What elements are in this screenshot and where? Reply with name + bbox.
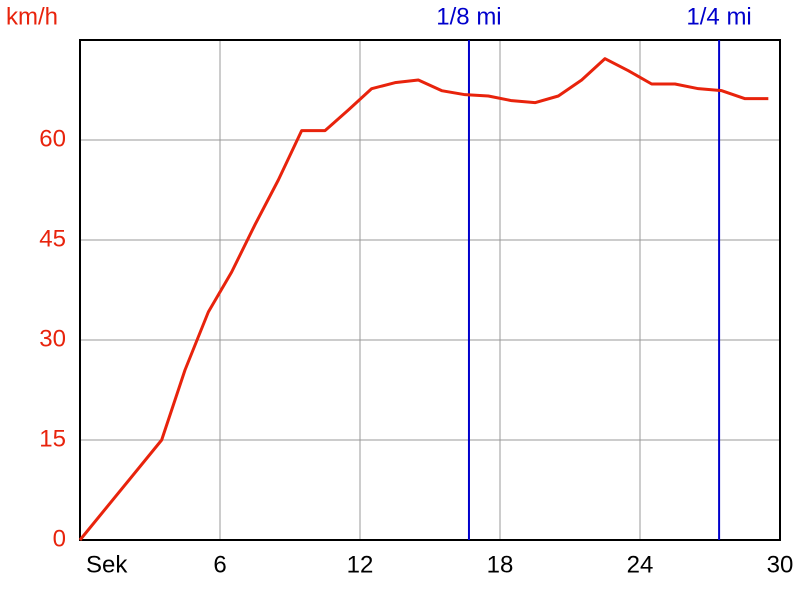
y-tick-label: 0: [53, 525, 66, 552]
distance-marker-label: 1/4 mi: [686, 3, 751, 30]
distance-marker-label: 1/8 mi: [436, 3, 501, 30]
y-tick-label: 60: [39, 125, 66, 152]
plot-frame: [79, 39, 781, 541]
x-tick-label: 24: [627, 551, 654, 578]
y-tick-label: 30: [39, 325, 66, 352]
x-tick-label: 12: [347, 551, 374, 578]
y-tick-label: 45: [39, 225, 66, 252]
x-tick-label: 6: [213, 551, 226, 578]
speed-line: [78, 57, 769, 541]
y-tick-label: 15: [39, 425, 66, 452]
x-axis-label: Sek: [86, 551, 128, 578]
x-tick-label: 30: [767, 551, 794, 578]
x-tick-label: 18: [487, 551, 514, 578]
y-axis-label: km/h: [6, 3, 58, 30]
